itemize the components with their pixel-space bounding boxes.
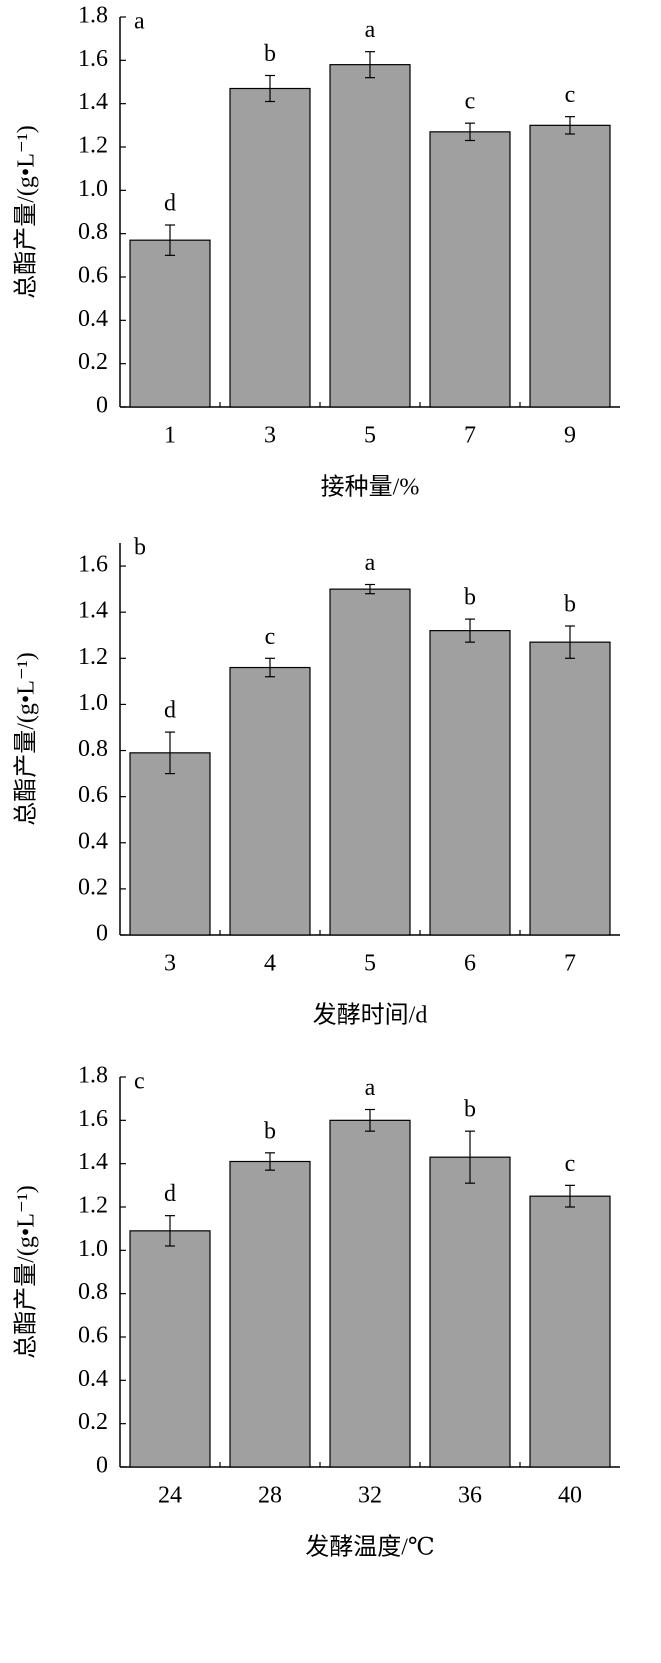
y-tick-label: 1.4	[78, 1149, 108, 1175]
y-tick-label: 0.2	[78, 874, 108, 900]
significance-label: c	[265, 624, 276, 650]
y-tick-label: 0	[96, 921, 108, 947]
x-axis-label: 发酵时间/d	[313, 1002, 428, 1029]
bar	[329, 588, 411, 936]
significance-label: b	[464, 585, 476, 611]
bar	[429, 1156, 511, 1468]
bar	[529, 124, 611, 408]
bar	[429, 630, 511, 936]
significance-label: c	[565, 1151, 576, 1177]
x-tick-label: 7	[464, 423, 476, 449]
y-tick-label: 0.6	[78, 782, 108, 808]
significance-label: b	[264, 1118, 276, 1144]
y-tick-label: 0.6	[78, 1323, 108, 1349]
panel-label: c	[134, 1069, 145, 1095]
y-tick-label: 0.8	[78, 219, 108, 245]
significance-label: c	[465, 89, 476, 115]
y-tick-label: 0.4	[78, 306, 108, 332]
significance-label: d	[164, 191, 176, 217]
x-tick-label: 3	[264, 423, 276, 449]
bar	[229, 666, 311, 936]
y-tick-label: 0.2	[78, 349, 108, 375]
x-tick-label: 1	[164, 423, 176, 449]
bar	[329, 1119, 411, 1468]
x-tick-label: 6	[464, 951, 476, 977]
significance-label: d	[164, 698, 176, 724]
y-tick-label: 1.2	[78, 133, 108, 159]
x-tick-label: 4	[264, 951, 276, 977]
bar	[429, 131, 511, 408]
y-tick-label: 0	[96, 1453, 108, 1479]
y-tick-label: 1.4	[78, 598, 108, 624]
significance-label: b	[464, 1097, 476, 1123]
y-tick-label: 0.2	[78, 1409, 108, 1435]
bar	[129, 239, 211, 408]
bar	[529, 1195, 611, 1468]
y-tick-label: 1.0	[78, 176, 108, 202]
significance-label: c	[565, 82, 576, 108]
significance-label: b	[264, 41, 276, 67]
y-tick-label: 0.6	[78, 263, 108, 289]
panel-label: b	[134, 535, 146, 561]
bar	[529, 641, 611, 936]
y-tick-label: 0	[96, 393, 108, 419]
y-tick-label: 1.2	[78, 644, 108, 670]
y-tick-label: 1.8	[78, 1063, 108, 1089]
x-tick-label: 5	[364, 951, 376, 977]
y-tick-label: 1.0	[78, 690, 108, 716]
x-tick-label: 24	[158, 1483, 182, 1509]
significance-label: b	[564, 592, 576, 618]
x-tick-label: 7	[564, 951, 576, 977]
y-axis-label: 总酯产量/(g•L⁻¹)	[13, 652, 40, 826]
y-tick-label: 0.8	[78, 1279, 108, 1305]
y-tick-label: 0.4	[78, 828, 108, 854]
panel-label: a	[134, 9, 145, 35]
x-tick-label: 36	[458, 1483, 482, 1509]
y-axis-label: 总酯产量/(g•L⁻¹)	[13, 1185, 40, 1359]
significance-label: d	[164, 1181, 176, 1207]
x-tick-label: 3	[164, 951, 176, 977]
y-tick-label: 1.6	[78, 552, 108, 578]
y-tick-label: 1.6	[78, 46, 108, 72]
y-tick-label: 0.8	[78, 736, 108, 762]
y-tick-label: 0.4	[78, 1366, 108, 1392]
bar	[129, 1230, 211, 1468]
x-tick-label: 5	[364, 423, 376, 449]
x-tick-label: 40	[558, 1483, 582, 1509]
x-tick-label: 32	[358, 1483, 382, 1509]
y-tick-label: 1.0	[78, 1236, 108, 1262]
bar	[229, 1160, 311, 1468]
x-axis-label: 接种量/%	[321, 474, 420, 501]
significance-label: a	[365, 17, 376, 43]
bar	[129, 752, 211, 936]
bar	[329, 64, 411, 408]
y-tick-label: 1.2	[78, 1193, 108, 1219]
bar	[229, 87, 311, 408]
x-tick-label: 28	[258, 1483, 282, 1509]
y-axis-label: 总酯产量/(g•L⁻¹)	[13, 125, 40, 299]
significance-label: a	[365, 1075, 376, 1101]
x-tick-label: 9	[564, 423, 576, 449]
y-tick-label: 1.4	[78, 89, 108, 115]
y-tick-label: 1.8	[78, 3, 108, 29]
x-axis-label: 发酵温度/℃	[305, 1534, 435, 1561]
significance-label: a	[365, 550, 376, 576]
y-tick-label: 1.6	[78, 1106, 108, 1132]
